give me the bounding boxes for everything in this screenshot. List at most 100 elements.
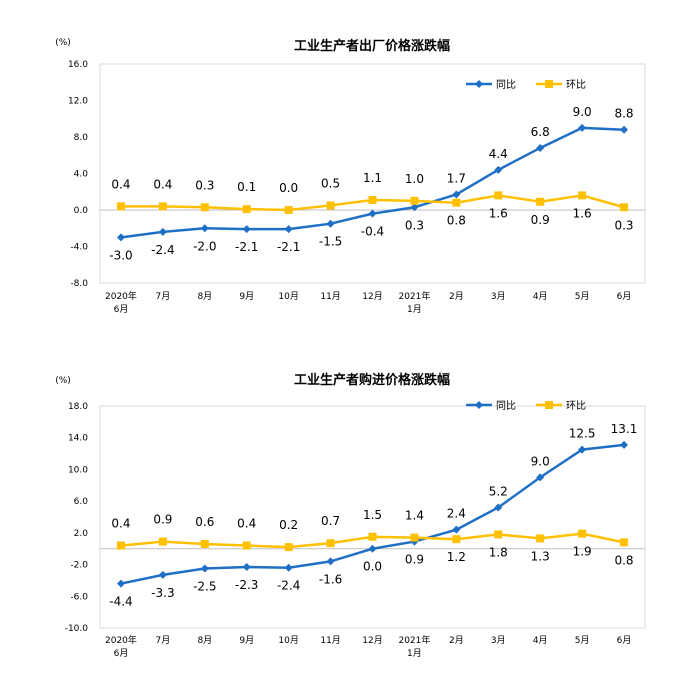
- data-point: [242, 562, 251, 571]
- legend-item-yoy: 同比: [466, 79, 516, 91]
- y-axis-unit: (%): [55, 38, 71, 48]
- data-label: 1.4: [405, 509, 424, 523]
- data-point: [410, 533, 419, 542]
- data-point: [284, 225, 293, 234]
- data-label: 0.3: [195, 178, 214, 192]
- data-label: 0.4: [111, 177, 130, 191]
- data-point: [578, 445, 587, 454]
- data-label: -1.5: [319, 235, 342, 249]
- data-point: [158, 202, 167, 211]
- x-tick-label: 3月: [491, 635, 506, 646]
- data-label: -1.6: [319, 572, 342, 586]
- data-point: [494, 165, 503, 174]
- legend-item-mom: 环比: [536, 79, 586, 91]
- data-point: [242, 225, 251, 234]
- data-point: [326, 539, 335, 548]
- data-label: 0.6: [195, 515, 214, 529]
- data-point: [620, 538, 629, 547]
- chart-title: 工业生产者购进价格涨跌幅: [294, 372, 450, 388]
- legend-label: 环比: [566, 400, 586, 412]
- chart-1: 工业生产者出厂价格涨跌幅 (%) 16.0 12.0 8.0 4.0 0.0 -4.0 -8.0…: [55, 38, 646, 315]
- x-tick-label: 8月: [197, 291, 212, 302]
- data-point: [620, 125, 629, 134]
- data-label: -2.1: [235, 240, 258, 254]
- data-label: 1.6: [489, 206, 508, 220]
- data-point: [452, 198, 461, 207]
- data-point: [368, 195, 377, 204]
- data-label: -3.0: [109, 248, 132, 262]
- data-label: 0.8: [614, 553, 633, 567]
- x-tick-label: 2月: [449, 635, 464, 646]
- y-tick-label: -10.0: [65, 624, 89, 634]
- data-point: [116, 202, 125, 211]
- data-label: -2.4: [151, 243, 174, 257]
- data-point: [536, 473, 545, 482]
- y-tick-label: 12.0: [68, 97, 88, 107]
- data-point: [536, 197, 545, 206]
- data-point: [200, 224, 209, 233]
- x-tick-label: 10月: [278, 291, 298, 302]
- y-tick-label: 16.0: [68, 60, 88, 70]
- data-point: [284, 563, 293, 572]
- data-label: -2.3: [235, 578, 258, 592]
- data-label: 0.9: [531, 213, 550, 227]
- y-axis-unit: (%): [55, 376, 71, 386]
- data-label: 13.1: [611, 422, 638, 436]
- data-point: [116, 541, 125, 550]
- data-label: 1.2: [447, 550, 466, 564]
- legend-marker: [545, 401, 553, 409]
- data-label: -3.3: [151, 586, 174, 600]
- data-label: 1.7: [447, 171, 466, 185]
- x-tick-label: 2021年 1月: [398, 634, 430, 659]
- data-point: [536, 534, 545, 543]
- data-label: 0.4: [111, 517, 130, 531]
- y-tick-label: 10.0: [68, 465, 88, 475]
- data-point: [578, 529, 587, 538]
- y-tick-label: -4.0: [70, 243, 88, 253]
- data-point: [494, 530, 503, 539]
- data-label: 0.2: [279, 518, 298, 532]
- data-label: 4.4: [489, 147, 508, 161]
- data-point: [116, 233, 125, 242]
- data-label: -2.1: [277, 240, 300, 254]
- x-tick-label: 6月: [617, 635, 632, 646]
- data-label: 0.3: [405, 218, 424, 232]
- plot-area: [99, 63, 646, 284]
- data-point: [452, 525, 461, 534]
- data-point: [410, 196, 419, 205]
- data-label: 1.0: [405, 172, 424, 186]
- data-point: [326, 557, 335, 566]
- data-point: [158, 227, 167, 236]
- data-label: 12.5: [569, 427, 596, 441]
- y-tick-label: -6.0: [70, 592, 88, 602]
- data-point: [284, 206, 293, 214]
- x-tick-label: 8月: [197, 635, 212, 646]
- y-tick-label: -8.0: [70, 279, 88, 289]
- y-tick-label: 6.0: [74, 497, 89, 507]
- data-point: [368, 532, 377, 541]
- plot-area: [99, 405, 646, 629]
- y-tick-label: 18.0: [68, 402, 88, 412]
- x-tick-label: 6月: [617, 291, 632, 302]
- data-label: 1.1: [363, 171, 382, 185]
- y-tick-label: 4.0: [74, 170, 89, 180]
- x-tick-label: 9月: [239, 635, 254, 646]
- data-label: -0.4: [361, 225, 384, 239]
- data-point: [326, 219, 335, 228]
- x-tick-label: 7月: [156, 291, 171, 302]
- legend-label: 环比: [566, 79, 586, 91]
- data-label: -4.4: [109, 595, 132, 609]
- x-tick-label: 10月: [278, 635, 298, 646]
- data-label: 0.4: [153, 177, 172, 191]
- data-point: [578, 191, 587, 200]
- y-tick-label: -2.0: [70, 561, 88, 571]
- x-tick-label: 2月: [449, 291, 464, 302]
- data-label: 1.9: [573, 545, 592, 559]
- x-tick-label: 4月: [533, 291, 548, 302]
- x-tick-label: 2020年 6月: [105, 634, 137, 659]
- y-tick-label: 8.0: [74, 133, 89, 143]
- data-label: 1.3: [531, 549, 550, 563]
- legend-item-mom: 环比: [536, 400, 586, 412]
- x-tick-label: 5月: [575, 291, 590, 302]
- data-point: [116, 579, 125, 588]
